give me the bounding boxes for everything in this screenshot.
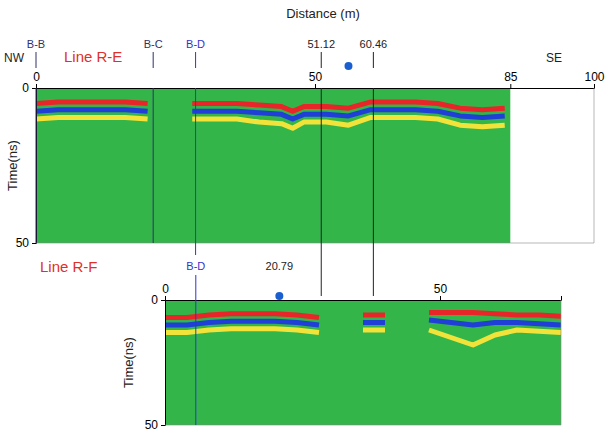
marker-label: 60.46 <box>360 38 388 50</box>
plot-frame <box>561 300 562 425</box>
y-axis-title: Time(ns) <box>121 337 136 388</box>
y-tick: 50 <box>16 236 36 250</box>
direction-label: SE <box>546 51 562 65</box>
section-background <box>165 300 561 425</box>
marker-line <box>36 88 37 243</box>
y-tick: 50 <box>145 418 165 432</box>
marker-line <box>195 88 196 255</box>
marker-label: B-D <box>186 260 205 272</box>
plot-frame <box>165 425 561 426</box>
x-tick-mark <box>594 84 595 88</box>
y-tick-mark <box>161 425 165 426</box>
x-tick-label: 50 <box>309 70 323 84</box>
x-tick-mark <box>440 296 441 300</box>
y-tick-label: 50 <box>16 236 30 250</box>
x-tick: 50 <box>434 282 448 300</box>
marker-label: B-C <box>144 38 163 50</box>
x-tick: 50 <box>309 70 323 88</box>
section-background <box>36 88 510 243</box>
x-tick: 85 <box>504 70 518 88</box>
x-tick: 100 <box>584 70 604 88</box>
plot-area <box>165 300 561 425</box>
marker-label: B-D <box>186 38 205 50</box>
x-tick-label: 0 <box>162 282 169 296</box>
y-tick: 0 <box>151 293 165 307</box>
x-axis-line <box>37 84 595 89</box>
marker-label: 51.12 <box>307 38 335 50</box>
panel: 0 50 85 100 0 50 Time(ns) Distance (m) Line R-E N… <box>4 6 605 296</box>
x-tick: 0 <box>33 70 40 88</box>
marker-line <box>195 275 196 425</box>
reflector-line <box>165 329 561 345</box>
location-point <box>344 62 352 70</box>
figure: 0 50 85 100 0 50 Time(ns) Distance (m) Line R-E N… <box>0 0 615 441</box>
x-tick: 0 <box>162 282 169 300</box>
y-tick-mark <box>32 243 36 244</box>
marker-line <box>195 52 196 68</box>
x-tick-mark <box>165 296 166 300</box>
y-tick-mark <box>161 300 165 301</box>
y-axis-title: Time(ns) <box>5 140 20 191</box>
y-tick-mark <box>32 88 36 89</box>
y-tick-label: 50 <box>145 418 159 432</box>
point-label: 20.79 <box>266 260 294 272</box>
reflector-line <box>36 117 505 128</box>
y-axis-line <box>161 301 166 426</box>
x-tick-mark <box>36 84 37 88</box>
y-tick-label: 0 <box>22 81 29 95</box>
y-axis-line <box>32 89 37 244</box>
y-tick: 0 <box>22 81 36 95</box>
plot-frame <box>36 243 594 244</box>
reflector-line <box>165 320 561 325</box>
x-tick-mark <box>510 84 511 88</box>
location-point <box>275 292 283 300</box>
marker-line <box>36 52 37 68</box>
x-axis: 0 50 85 100 <box>33 70 605 89</box>
marker-line <box>153 52 154 68</box>
x-tick-label: 50 <box>434 282 448 296</box>
marker-label: B-B <box>27 38 45 50</box>
x-axis: 0 50 <box>162 282 561 301</box>
y-axis: 0 50 <box>145 293 166 432</box>
x-axis-line <box>166 296 562 301</box>
marker-line <box>153 88 154 243</box>
x-tick-label: 85 <box>504 70 518 84</box>
line-title: Line R-E <box>64 48 122 65</box>
y-tick-label: 0 <box>151 293 158 307</box>
marker-line <box>321 88 322 296</box>
line-title: Line R-F <box>40 258 98 275</box>
plot-frame <box>594 88 595 243</box>
direction-label: NW <box>4 51 25 65</box>
plot-area <box>36 88 510 243</box>
marker-line <box>373 52 374 68</box>
reflector-line <box>165 313 561 318</box>
x-tick-label: 100 <box>584 70 604 84</box>
marker-line <box>373 88 374 296</box>
x-tick-mark <box>315 84 316 88</box>
x-tick-label: 0 <box>33 70 40 84</box>
marker-line <box>321 52 322 68</box>
panel: 0 50 0 50 Time(ns) Line R-F B-D 20.79 <box>40 258 562 432</box>
x-axis-title: Distance (m) <box>286 6 360 21</box>
